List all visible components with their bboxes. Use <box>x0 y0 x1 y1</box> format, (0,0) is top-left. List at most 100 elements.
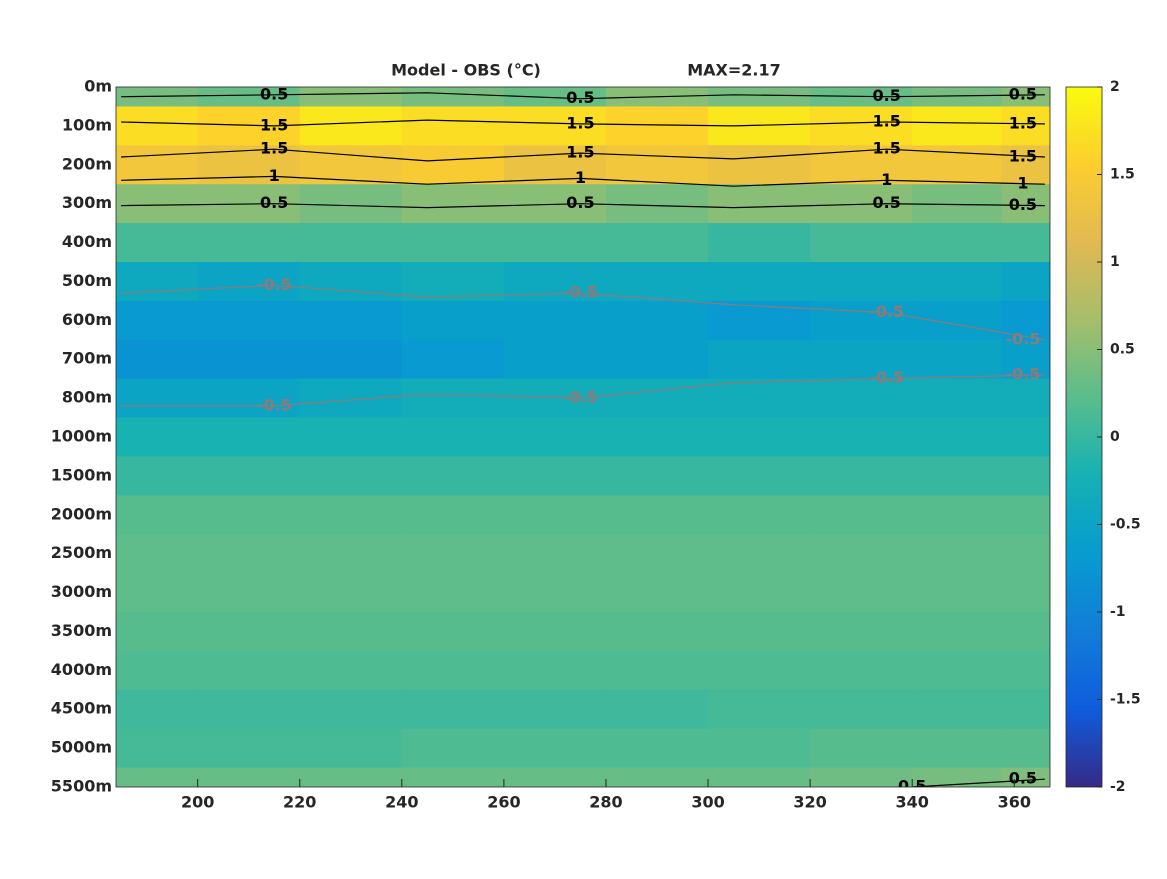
cell <box>299 262 403 302</box>
cell <box>401 534 505 574</box>
x-tick-label: 240 <box>385 793 418 812</box>
cell <box>810 300 913 341</box>
contour-label: 0.5 <box>260 193 288 212</box>
cell <box>810 378 913 419</box>
cell <box>401 456 505 496</box>
cell <box>1001 767 1050 787</box>
cell <box>912 300 1003 341</box>
cell <box>708 262 811 302</box>
x-tick-label: 360 <box>998 793 1031 812</box>
x-tick-label: 260 <box>487 793 520 812</box>
colorbar-label: -1.5 <box>1110 692 1141 708</box>
cell <box>912 573 1003 613</box>
y-tick-label: 600m <box>62 310 112 329</box>
cell <box>1001 262 1050 302</box>
cell <box>503 456 607 496</box>
cell <box>116 262 199 302</box>
y-tick-label: 800m <box>62 388 112 407</box>
x-tick-label: 280 <box>589 793 622 812</box>
cell <box>503 378 607 419</box>
contour-label: 1 <box>1017 174 1028 193</box>
colorbar <box>1065 86 1103 788</box>
cell <box>810 339 913 380</box>
cell <box>708 184 811 224</box>
cell <box>503 612 607 652</box>
contour-label: -0.5 <box>563 283 598 302</box>
y-tick-label: 0m <box>84 77 112 96</box>
cell <box>503 300 607 341</box>
cell <box>912 456 1003 496</box>
cell <box>503 650 607 691</box>
cell <box>116 612 199 652</box>
cell <box>197 456 301 496</box>
y-tick-label: 5000m <box>51 738 112 757</box>
cell <box>708 495 811 535</box>
cell <box>401 767 505 787</box>
cell <box>912 417 1003 457</box>
cell <box>708 87 811 107</box>
cell <box>810 612 913 652</box>
contour-line <box>121 284 1046 341</box>
cell <box>605 728 709 769</box>
cell <box>810 767 913 787</box>
cell <box>708 573 811 613</box>
contour-label: 1.5 <box>873 112 901 131</box>
contour-line <box>912 778 1045 787</box>
cell <box>810 417 913 457</box>
cell <box>299 689 403 730</box>
annotation: MAX=2.17 <box>687 61 781 80</box>
cell <box>116 300 199 341</box>
cell <box>116 573 199 613</box>
cell <box>116 223 199 263</box>
plot-frame <box>115 86 1051 788</box>
cell <box>299 184 403 224</box>
cell <box>299 573 403 613</box>
cell <box>605 145 709 185</box>
cell <box>503 106 607 146</box>
cell <box>197 378 301 419</box>
cell <box>605 767 709 787</box>
y-tick-label: 700m <box>62 349 112 368</box>
cell <box>605 456 709 496</box>
cell <box>605 689 709 730</box>
cell <box>401 612 505 652</box>
cell <box>197 300 301 341</box>
contour-label: 1.5 <box>260 115 288 134</box>
cell <box>708 689 811 730</box>
cell <box>197 534 301 574</box>
cell <box>912 534 1003 574</box>
cell <box>401 650 505 691</box>
contour-label: 0.5 <box>260 84 288 103</box>
x-tick-label: 200 <box>181 793 214 812</box>
cell <box>116 689 199 730</box>
cell <box>708 223 811 263</box>
cell <box>1001 223 1050 263</box>
contour-label: 0.5 <box>566 193 594 212</box>
contour-label: 0.5 <box>566 88 594 107</box>
contour-label: 0.5 <box>1009 195 1037 214</box>
cell <box>401 145 505 185</box>
contour-label: 0.5 <box>1009 769 1037 788</box>
cell <box>197 262 301 302</box>
cell <box>503 417 607 457</box>
cell <box>708 145 811 185</box>
cell <box>116 378 199 419</box>
contour-label: 0.5 <box>873 193 901 212</box>
cell <box>912 650 1003 691</box>
cell <box>1001 728 1050 769</box>
contour-line <box>121 175 1045 187</box>
cell <box>299 378 403 419</box>
cell <box>912 339 1003 380</box>
cell <box>401 300 505 341</box>
cell <box>912 767 1003 787</box>
cell <box>708 767 811 787</box>
cell <box>912 689 1003 730</box>
colorbar-label: 2 <box>1110 79 1120 95</box>
cell <box>912 728 1003 769</box>
cell <box>503 339 607 380</box>
cell <box>401 728 505 769</box>
cell <box>810 728 913 769</box>
y-tick-label: 1000m <box>51 427 112 446</box>
cell <box>605 495 709 535</box>
